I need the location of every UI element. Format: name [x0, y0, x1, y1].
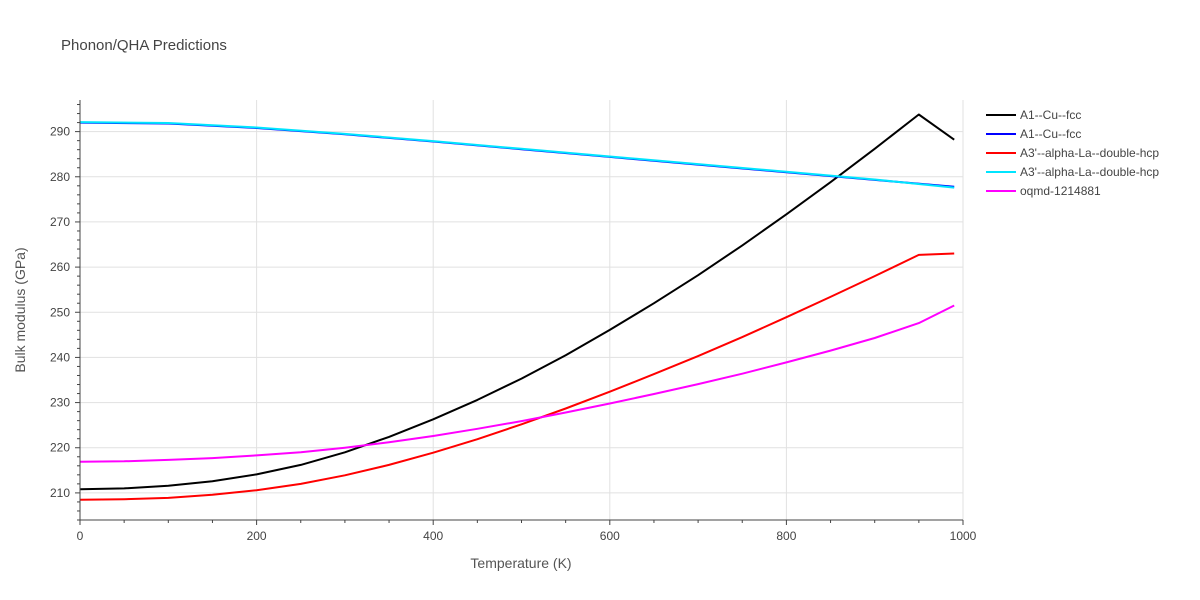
x-tick-label: 0 [77, 529, 84, 543]
legend-label-3[interactable]: A3'--alpha-La--double-hcp [1020, 165, 1159, 179]
y-tick-label: 280 [50, 170, 70, 184]
y-tick-label: 240 [50, 350, 70, 364]
axes: 0 200 400 600 800 1000 210 220 230 240 250 260 270 28… [50, 100, 977, 543]
legend-label-4[interactable]: oqmd-1214881 [1020, 184, 1101, 198]
legend-label-0[interactable]: A1--Cu--fcc [1020, 108, 1081, 122]
x-tick-label: 400 [423, 529, 443, 543]
chart-title: Phonon/QHA Predictions [61, 37, 227, 54]
y-axis-title: Bulk modulus (GPa) [12, 247, 28, 372]
gridlines [80, 100, 964, 520]
series-lines [79, 113, 955, 501]
y-tick-label: 220 [50, 441, 70, 455]
legend-label-1[interactable]: A1--Cu--fcc [1020, 127, 1081, 141]
series-line-0 [79, 113, 955, 491]
x-tick-label: 800 [776, 529, 796, 543]
y-tick-label: 210 [50, 486, 70, 500]
x-tick-label: 1000 [950, 529, 977, 543]
y-tick-label: 260 [50, 260, 70, 274]
series-line-4 [79, 304, 955, 463]
y-tick-label: 230 [50, 396, 70, 410]
series-line-3 [79, 121, 955, 189]
y-tick-label: 270 [50, 215, 70, 229]
legend[interactable]: A1--Cu--fcc A1--Cu--fcc A3'--alpha-La--dou… [986, 108, 1159, 198]
y-tick-label: 250 [50, 305, 70, 319]
x-axis-title: Temperature (K) [470, 555, 571, 571]
series-line-2 [79, 252, 955, 501]
legend-label-2[interactable]: A3'--alpha-La--double-hcp [1020, 146, 1159, 160]
x-tick-label: 600 [600, 529, 620, 543]
x-tick-label: 200 [247, 529, 267, 543]
y-tick-label: 290 [50, 125, 70, 139]
